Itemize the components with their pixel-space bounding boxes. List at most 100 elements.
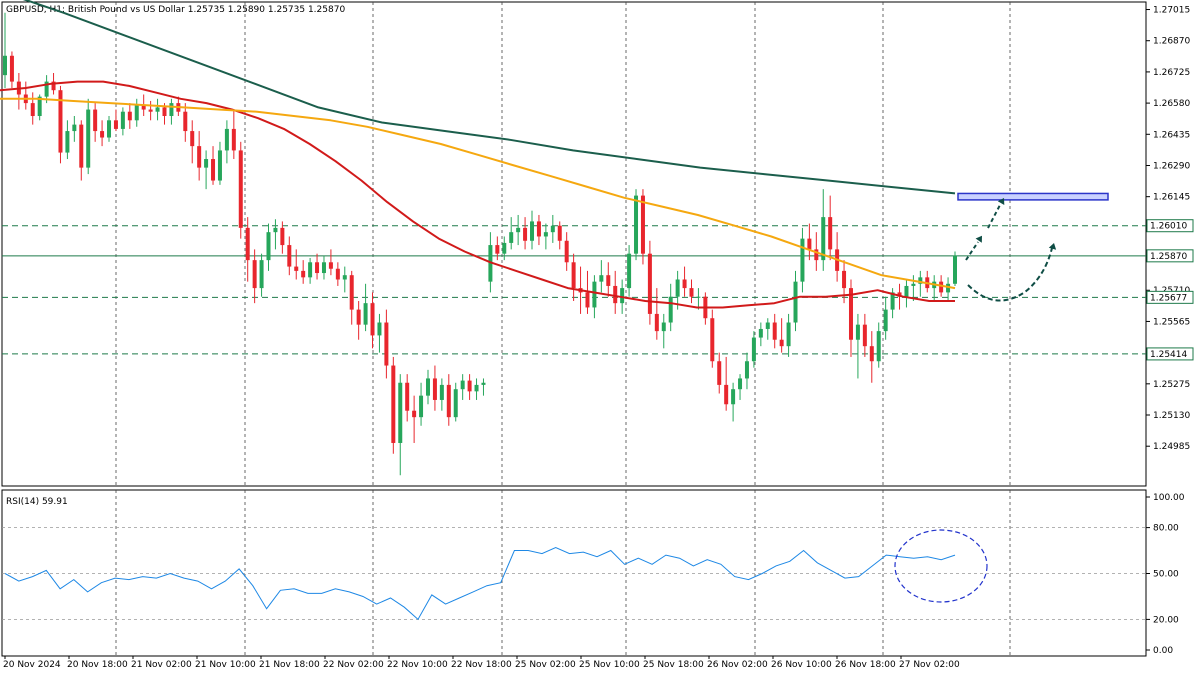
candle-bear [842,270,847,289]
projection-arrow-1 [965,241,979,261]
projection-arrow-2 [987,204,1001,229]
time-axis-label: 22 Nov 18:00 [451,660,512,670]
projection-arrow-2-head [997,198,1005,205]
candle-bull [425,378,430,396]
price-axis-label: 1.25275 [1153,380,1190,390]
candle-bull [731,389,736,405]
candle-bear [384,322,389,366]
candle-bear [814,249,819,261]
time-axis-label: 27 Nov 02:00 [899,660,960,670]
candle-bull [751,337,756,362]
candle-bear [58,90,63,153]
candle-bear [79,124,84,168]
candle-bear [848,288,853,340]
moving-average-orange [0,97,956,290]
candle-bear [280,227,285,246]
rsi-line [4,546,956,621]
candle-bear [148,109,153,112]
time-axis-label: 26 Nov 02:00 [707,660,768,670]
candle-bull [550,225,555,233]
candle-bear [335,268,340,280]
candle-bear [231,128,236,151]
candle-bear [100,131,105,138]
candle-bear [391,365,396,443]
candle-bear [828,217,833,250]
candle-bull [668,296,673,323]
candle-bear [897,292,902,297]
candle-bull [530,221,535,241]
price-pane-frame [1,1,1147,487]
rsi-axis-label: 0.00 [1153,646,1173,656]
candle-bull [661,322,666,332]
candle-bull [273,227,278,233]
time-axis-label: 25 Nov 18:00 [643,660,704,670]
price-axis-label: 1.26290 [1153,161,1190,171]
candle-bull [876,331,881,362]
candle-bull [259,260,264,289]
candle-bear [356,309,361,325]
candle-bull [363,303,368,325]
candle-bear [245,227,250,261]
candle-bear [238,150,243,228]
candle-bull [266,232,271,261]
price-axis-label: 1.26870 [1153,37,1190,47]
time-axis-label: 20 Nov 2024 [3,660,61,670]
candle-bear [211,159,216,181]
candle-bull [134,105,139,121]
candle-bull [855,324,860,340]
candle-bull [37,96,42,117]
candle-bull [675,279,680,297]
candle-bear [869,346,874,362]
candle-bear [301,270,306,278]
candle-bear [779,339,784,347]
candle-bear [51,81,56,91]
projection-curve-arrow [967,247,1053,302]
candle-bear [717,361,722,385]
candle-bear [127,111,132,121]
candle-bull [3,55,7,76]
candle-bull [738,378,743,390]
rsi-highlight-ellipse [894,529,988,603]
candle-bear [9,55,14,82]
resistance-zone-box[interactable] [957,192,1109,201]
rsi-axis-label: 100.00 [1153,493,1185,503]
candle-bull [758,328,763,338]
candle-bull [696,296,701,298]
price-axis-label: 1.25130 [1153,411,1190,421]
price-level-tag [1146,249,1194,263]
candle-bear [640,195,645,254]
candle-bear [564,240,569,263]
price-level-label: 1.25870 [1150,252,1187,262]
candle-bull [509,232,514,243]
candle-bear [523,227,528,241]
candle-bull [765,322,770,329]
time-axis-label: 26 Nov 18:00 [835,660,896,670]
candle-bull [627,253,632,289]
candle-bear [710,318,715,362]
candle-bear [412,410,417,418]
candle-bull [107,120,112,138]
chart-title: GBPUSD, H1: British Pound vs US Dollar 1… [6,5,345,15]
candle-bear [328,262,333,269]
candle-bull [744,361,749,379]
price-level-label: 1.25677 [1150,293,1187,303]
candle-bear [315,262,320,274]
candle-bear [162,107,167,117]
candle-bull [883,309,888,332]
candle-bull [342,275,347,280]
candle-bull [155,107,160,112]
candle-bear [862,324,867,347]
candle-bull [44,81,49,97]
time-axis-label: 22 Nov 10:00 [387,660,448,670]
price-axis-label: 1.26580 [1153,99,1190,109]
candle-bull [918,277,923,284]
candle-bull [890,292,895,310]
candle-bull [169,103,174,117]
candle-bear [432,378,437,400]
price-level-label: 1.26010 [1150,222,1187,232]
candle-bear [141,105,146,110]
candle-bear [654,313,659,332]
candle-bear [93,109,98,132]
